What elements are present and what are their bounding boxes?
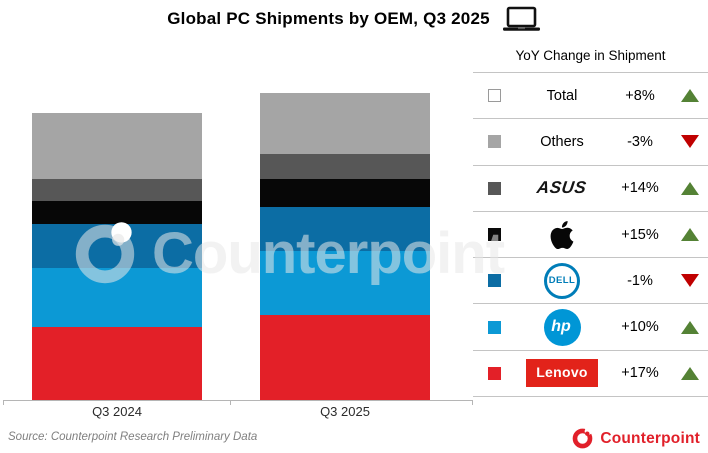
legend-label-total: Total <box>546 87 578 104</box>
legend-swatch <box>488 228 501 242</box>
yoy-change-value: -1% <box>627 272 653 289</box>
yoy-change-value: +15% <box>621 226 659 243</box>
x-axis-label: Q3 2024 <box>92 404 142 419</box>
yoy-change-value: +10% <box>621 319 659 336</box>
dell-logo: DELL <box>544 262 580 299</box>
brand-name: Counterpoint <box>600 429 700 447</box>
bar-segment-others <box>32 113 202 180</box>
stacked-bar-q3-2024 <box>32 113 202 400</box>
bar-segment-hp <box>32 268 202 328</box>
legend-swatch <box>488 320 501 334</box>
laptop-icon <box>502 6 540 31</box>
source-note: Source: Counterpoint Research Preliminar… <box>8 431 258 443</box>
arrow-down-icon <box>680 135 699 149</box>
yoy-change-value: +17% <box>621 365 659 382</box>
page-title: Global PC Shipments by OEM, Q3 2025 <box>167 9 490 28</box>
lenovo-logo: Lenovo <box>526 359 598 388</box>
bar-segment-apple <box>32 201 202 225</box>
counterpoint-brand: Counterpoint <box>571 427 700 450</box>
legend-swatch <box>488 366 501 380</box>
arrow-up-icon <box>680 320 699 334</box>
axis-tick <box>230 401 231 405</box>
x-axis-line <box>3 400 473 401</box>
legend-row: Others -3% <box>473 119 708 166</box>
legend-header: YoY Change in Shipment <box>473 38 708 73</box>
arrow-down-icon <box>680 274 699 288</box>
legend-row: Total +8% <box>473 73 708 120</box>
yoy-change-value: +14% <box>621 180 659 197</box>
bar-segment-lenovo <box>32 327 202 400</box>
x-axis-label: Q3 2025 <box>320 404 370 419</box>
legend-swatch <box>488 89 501 103</box>
bar-segment-dell <box>260 207 430 251</box>
yoy-change-value: +8% <box>625 87 655 104</box>
axis-tick <box>3 401 4 405</box>
bar-segment-apple <box>260 179 430 208</box>
bar-segment-hp <box>260 251 430 315</box>
yoy-change-value: -3% <box>627 133 653 150</box>
legend-swatch <box>488 274 501 288</box>
arrow-up-icon <box>680 89 699 103</box>
legend-label-others: Others <box>540 133 584 150</box>
counterpoint-logo-icon <box>572 427 593 449</box>
asus-logo: ASUS <box>536 178 589 198</box>
bar-segment-dell <box>32 224 202 269</box>
bar-segment-asus <box>260 154 430 180</box>
arrow-up-icon <box>680 181 699 195</box>
bar-segment-others <box>260 92 430 155</box>
hp-logo: hp <box>543 308 581 346</box>
legend-row: DELL -1% <box>473 258 708 305</box>
legend-swatch <box>488 181 501 195</box>
arrow-up-icon <box>680 228 699 242</box>
bar-segment-asus <box>32 179 202 202</box>
legend-table: YoY Change in Shipment Total +8% Others … <box>473 38 708 398</box>
legend-swatch <box>488 135 501 149</box>
legend-row: Lenovo +17% <box>473 351 708 398</box>
bar-segment-lenovo <box>260 315 430 400</box>
title-bar: Global PC Shipments by OEM, Q3 2025 <box>0 6 708 32</box>
legend-row: hp +10% <box>473 304 708 351</box>
legend-row: ASUS +14% <box>473 166 708 212</box>
legend-row: +15% <box>473 212 708 259</box>
axis-tick <box>472 401 473 405</box>
apple-logo <box>550 220 574 249</box>
arrow-up-icon <box>680 366 699 380</box>
stacked-bar-q3-2025 <box>260 92 430 400</box>
